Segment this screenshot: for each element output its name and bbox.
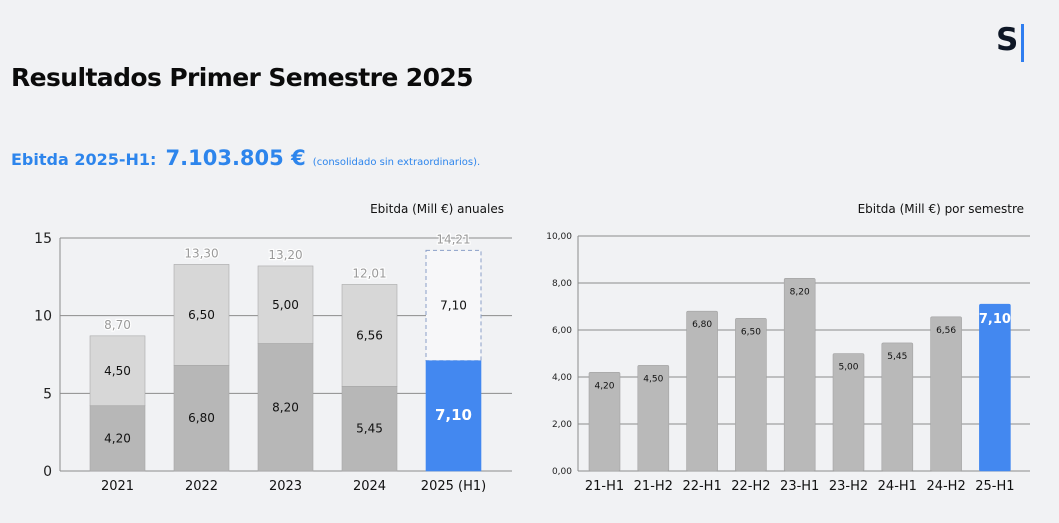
y-tick-label: 10 [34, 309, 52, 325]
data-label: 4,20 [594, 381, 614, 391]
x-tick-label: 21-H1 [585, 479, 624, 494]
data-label-total: 8,70 [104, 318, 131, 332]
x-tick-label: 24-H1 [878, 479, 917, 494]
data-label-h2: 4,50 [104, 364, 131, 378]
data-label: 7,10 [979, 312, 1011, 327]
x-tick-label: 2025 (H1) [421, 479, 486, 494]
bar [735, 317, 767, 472]
ebitda-label: Ebitda 2025-H1: [11, 150, 157, 169]
data-label-h1: 8,20 [272, 400, 299, 414]
x-tick-label: 22-H1 [682, 479, 721, 494]
bar-h2 [341, 284, 398, 387]
y-tick-label: 4,00 [552, 373, 572, 383]
x-tick-label: 25-H1 [975, 479, 1014, 494]
data-label-h2: 6,56 [356, 328, 383, 342]
bar [783, 277, 816, 472]
page-title: Resultados Primer Semestre 2025 [11, 63, 474, 92]
data-label-total: 14,21 [436, 232, 470, 246]
data-label: 8,20 [790, 287, 810, 297]
y-tick-label: 10,00 [546, 232, 572, 242]
bar-h1 [341, 386, 398, 472]
x-tick-label: 2023 [269, 479, 302, 494]
data-label: 4,50 [643, 374, 663, 384]
data-label-h1: 4,20 [104, 431, 131, 445]
bar [588, 371, 621, 472]
data-label-h2: 6,50 [188, 308, 215, 322]
bar-highlight [979, 303, 1011, 472]
data-label-total: 12,01 [352, 266, 386, 280]
data-label: 5,00 [838, 363, 858, 373]
ebitda-value: 7.103.805 € [165, 146, 306, 170]
bar [686, 310, 718, 472]
company-logo: S [996, 22, 1019, 58]
data-label: 5,45 [887, 352, 907, 362]
ebitda-summary: Ebitda 2025-H1: 7.103.805 € (consolidado… [11, 146, 480, 170]
bar-h1 [89, 405, 146, 472]
x-tick-label: 23-H1 [780, 479, 819, 494]
bar [930, 316, 962, 472]
data-label: 6,56 [936, 326, 956, 336]
y-tick-label: 5 [43, 386, 52, 402]
data-label: 6,80 [692, 320, 712, 330]
x-tick-label: 2021 [101, 479, 134, 494]
y-tick-label: 0 [43, 464, 52, 480]
bar-h2 [173, 264, 230, 366]
bar-h1 [257, 343, 314, 472]
logo-bar [1021, 24, 1024, 62]
y-tick-label: 6,00 [552, 326, 572, 336]
y-tick-label: 15 [34, 231, 52, 247]
y-tick-label: 2,00 [552, 420, 572, 430]
x-tick-label: 2024 [353, 479, 386, 494]
y-tick-label: 0,00 [552, 467, 572, 477]
x-tick-label: 24-H2 [926, 479, 965, 494]
x-tick-label: 21-H2 [634, 479, 673, 494]
data-label-total: 13,20 [268, 248, 302, 262]
annual-chart-title: Ebitda (Mill €) anuales [370, 202, 504, 216]
x-tick-label: 22-H2 [731, 479, 770, 494]
bar-h1-highlight [425, 360, 482, 472]
semester-chart-title: Ebitda (Mill €) por semestre [858, 202, 1024, 216]
data-label-total: 13,30 [184, 246, 218, 260]
bar-h2 [257, 265, 314, 344]
data-label-h1: 7,10 [435, 406, 472, 424]
bar-h1 [173, 365, 230, 472]
data-label-h1: 5,45 [356, 422, 383, 436]
data-label-h1: 6,80 [188, 411, 215, 425]
data-label: 6,50 [741, 327, 761, 337]
data-label-h2: 7,10 [440, 299, 467, 313]
bar [637, 364, 670, 472]
bar [832, 353, 865, 472]
data-label-h2: 5,00 [272, 298, 299, 312]
bar-projected-h2 [425, 249, 482, 362]
x-tick-label: 23-H2 [829, 479, 868, 494]
ebitda-note: (consolidado sin extraordinarios). [312, 157, 481, 168]
bar-h2 [89, 335, 146, 407]
x-tick-label: 2022 [185, 479, 218, 494]
y-tick-label: 8,00 [552, 279, 572, 289]
bar [881, 342, 914, 472]
